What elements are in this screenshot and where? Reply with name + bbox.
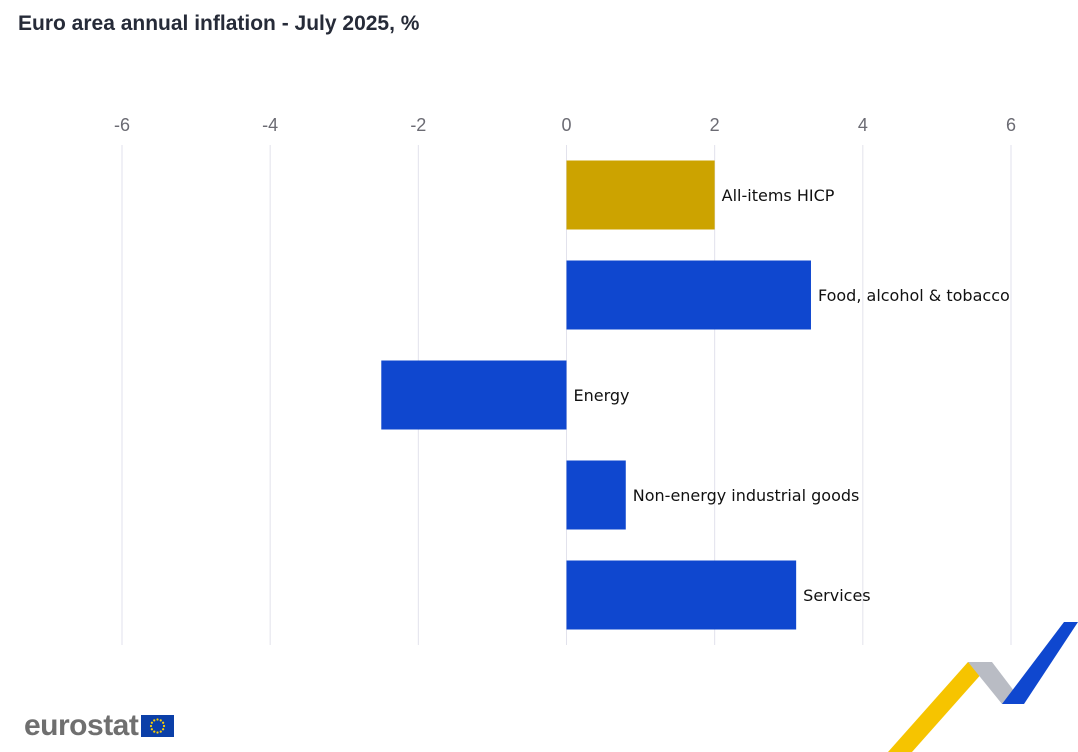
flag-star	[151, 728, 154, 731]
bar[interactable]	[566, 260, 811, 330]
x-axis-ticks: -6 -4 -2 0 2 4 6	[114, 115, 1016, 135]
flag-star	[163, 724, 166, 728]
flag-star	[160, 730, 163, 733]
bar-label: Food, alcohol & tobacco	[818, 286, 1010, 305]
bar-label: Non-energy industrial goods	[633, 486, 860, 505]
eu-flag-icon	[141, 715, 175, 737]
eurostat-ribbon-icon	[888, 622, 1078, 752]
flag-star	[156, 718, 159, 721]
x-tick-label: 6	[1006, 115, 1016, 135]
flag-star	[153, 719, 156, 722]
chart-title: Euro area annual inflation - July 2025, …	[18, 12, 420, 35]
eurostat-logo[interactable]: eurostat	[24, 706, 175, 746]
bars	[381, 160, 811, 630]
bar[interactable]	[566, 160, 715, 230]
bar[interactable]	[566, 460, 626, 530]
flag-star	[151, 721, 154, 724]
flag-star	[160, 719, 163, 722]
flag-star	[153, 730, 156, 733]
x-tick-label: -4	[262, 115, 278, 135]
x-tick-label: -2	[410, 115, 426, 135]
logo-text: eurostat	[24, 709, 139, 742]
x-tick-label: 2	[710, 115, 720, 135]
bar-chart: -6 -4 -2 0 2 4 6 All-items HICP Food, alcohol &…	[114, 115, 1016, 645]
bar[interactable]	[566, 560, 797, 630]
x-tick-label: 4	[858, 115, 868, 135]
flag-star	[150, 724, 153, 728]
bar-labels: All-items HICP Food, alcohol & tobacco Ene…	[574, 186, 1010, 605]
bar-label: All-items HICP	[722, 186, 835, 205]
bar-label: Services	[803, 586, 870, 605]
bar[interactable]	[381, 360, 567, 430]
x-tick-label: -6	[114, 115, 130, 135]
x-tick-label: 0	[561, 115, 571, 135]
flag-star	[162, 728, 165, 731]
bar-label: Energy	[574, 386, 630, 405]
flag-star	[162, 721, 165, 724]
flag-star	[156, 731, 159, 734]
